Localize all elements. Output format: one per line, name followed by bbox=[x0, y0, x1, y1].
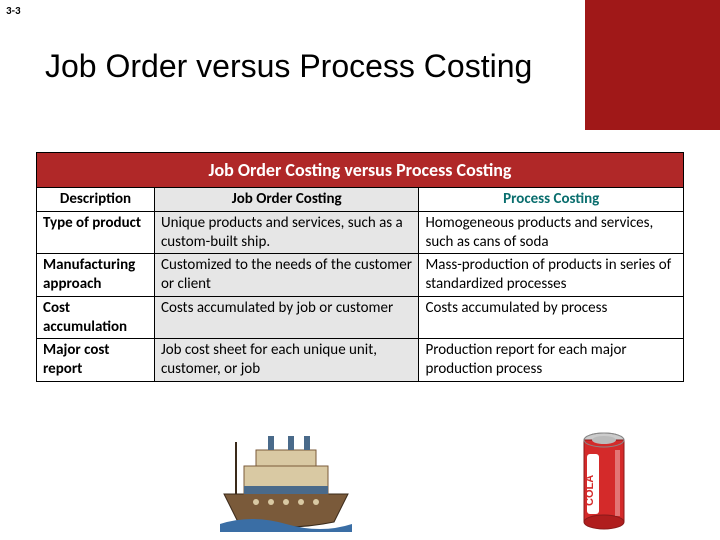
cell-pc: Mass-production of products in series of… bbox=[419, 254, 684, 297]
accent-block bbox=[585, 0, 720, 130]
row-label: Cost accumulation bbox=[37, 296, 155, 339]
table-row: Major cost report Job cost sheet for eac… bbox=[37, 339, 684, 382]
slide-number: 3-3 bbox=[6, 4, 21, 17]
table-row: Cost accumulation Costs accumulated by j… bbox=[37, 296, 684, 339]
cell-pc: Costs accumulated by process bbox=[419, 296, 684, 339]
row-label: Manufacturing approach bbox=[37, 254, 155, 297]
cell-joc: Costs accumulated by job or customer bbox=[154, 296, 419, 339]
ship-icon bbox=[216, 432, 356, 532]
comparison-table: Job Order Costing versus Process Costing… bbox=[36, 152, 684, 382]
table-header-row: Description Job Order Costing Process Co… bbox=[37, 188, 684, 212]
col-header-job-order: Job Order Costing bbox=[154, 188, 419, 212]
cell-joc: Unique products and services, such as a … bbox=[154, 211, 419, 254]
col-header-description: Description bbox=[37, 188, 155, 212]
illustrations-row: COLA bbox=[36, 432, 684, 532]
cell-joc: Customized to the needs of the customer … bbox=[154, 254, 419, 297]
table-row: Type of product Unique products and serv… bbox=[37, 211, 684, 254]
col-header-process: Process Costing bbox=[419, 188, 684, 212]
cell-pc: Production report for each major product… bbox=[419, 339, 684, 382]
table-row: Manufacturing approach Customized to the… bbox=[37, 254, 684, 297]
table-banner-row: Job Order Costing versus Process Costing bbox=[37, 153, 684, 188]
cell-joc: Job cost sheet for each unique unit, cus… bbox=[154, 339, 419, 382]
row-label: Major cost report bbox=[37, 339, 155, 382]
soda-can-icon: COLA bbox=[581, 432, 627, 530]
cell-pc: Homogeneous products and services, such … bbox=[419, 211, 684, 254]
row-label: Type of product bbox=[37, 211, 155, 254]
page-title: Job Order versus Process Costing bbox=[45, 48, 532, 85]
can-label-text: COLA bbox=[584, 475, 596, 506]
table-banner: Job Order Costing versus Process Costing bbox=[37, 153, 684, 188]
